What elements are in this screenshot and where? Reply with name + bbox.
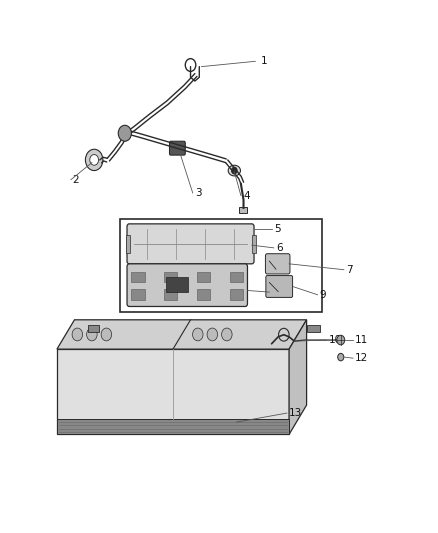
FancyBboxPatch shape bbox=[127, 264, 247, 306]
Text: 6: 6 bbox=[276, 243, 283, 253]
Bar bbox=[131, 272, 145, 282]
Polygon shape bbox=[57, 320, 307, 349]
Bar bbox=[164, 272, 177, 282]
Bar bbox=[197, 272, 210, 282]
Text: 10: 10 bbox=[328, 335, 342, 345]
Polygon shape bbox=[289, 320, 307, 434]
Text: 3: 3 bbox=[195, 188, 201, 198]
Text: 1: 1 bbox=[261, 56, 267, 66]
Bar bbox=[164, 289, 177, 300]
Circle shape bbox=[338, 353, 344, 361]
FancyBboxPatch shape bbox=[127, 224, 254, 264]
Text: 2: 2 bbox=[72, 175, 79, 184]
FancyBboxPatch shape bbox=[170, 141, 185, 155]
Ellipse shape bbox=[228, 165, 240, 176]
Text: 7: 7 bbox=[346, 265, 353, 274]
Circle shape bbox=[118, 125, 131, 141]
Text: 11: 11 bbox=[355, 335, 368, 345]
Circle shape bbox=[207, 328, 218, 341]
Bar bbox=[120, 219, 322, 312]
Circle shape bbox=[222, 328, 232, 341]
Text: 4: 4 bbox=[243, 191, 250, 200]
Polygon shape bbox=[57, 349, 289, 434]
Bar bbox=[239, 207, 247, 213]
Circle shape bbox=[232, 167, 237, 174]
Text: 5: 5 bbox=[274, 224, 280, 234]
Circle shape bbox=[85, 149, 103, 171]
Bar bbox=[126, 235, 130, 253]
Text: 9: 9 bbox=[320, 290, 326, 300]
Circle shape bbox=[90, 155, 99, 165]
Circle shape bbox=[337, 335, 345, 345]
FancyBboxPatch shape bbox=[265, 254, 290, 274]
Text: 13: 13 bbox=[289, 408, 302, 418]
Bar bbox=[252, 235, 256, 253]
Bar bbox=[230, 289, 243, 300]
Bar bbox=[307, 325, 320, 332]
Circle shape bbox=[193, 328, 203, 341]
Text: 8: 8 bbox=[272, 287, 278, 297]
Circle shape bbox=[87, 328, 97, 341]
Circle shape bbox=[72, 328, 83, 341]
Circle shape bbox=[101, 328, 112, 341]
FancyBboxPatch shape bbox=[266, 276, 293, 297]
Bar bbox=[131, 289, 145, 300]
Bar bbox=[88, 325, 99, 332]
Bar bbox=[230, 272, 243, 282]
Bar bbox=[166, 277, 188, 292]
Bar bbox=[197, 289, 210, 300]
Bar bbox=[57, 419, 289, 434]
Text: 12: 12 bbox=[355, 353, 368, 363]
